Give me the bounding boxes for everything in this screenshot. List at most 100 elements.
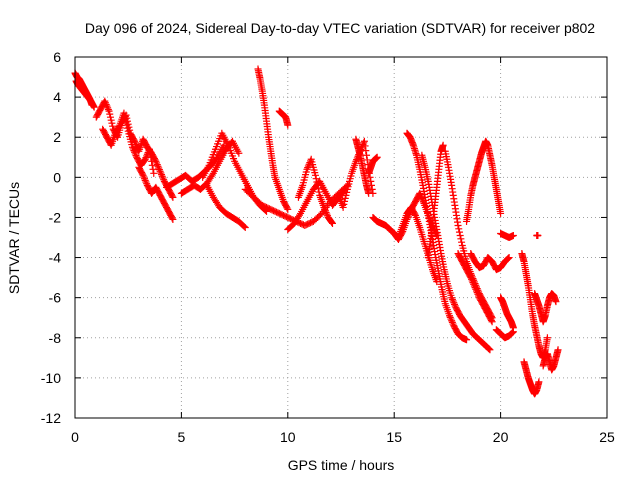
data-point [147, 153, 155, 161]
data-point [102, 99, 110, 107]
data-point [131, 139, 139, 147]
data-point [115, 123, 123, 131]
track-arc-5 [135, 163, 177, 223]
data-point [466, 272, 474, 280]
data-points [71, 65, 562, 398]
data-point [139, 171, 147, 179]
data-point [488, 318, 496, 326]
data-point [504, 254, 512, 262]
data-point [446, 313, 454, 321]
data-point [141, 155, 149, 163]
data-point [284, 205, 292, 213]
data-point [446, 312, 454, 320]
track-arc-28 [497, 294, 517, 332]
track-arc-34 [533, 231, 542, 239]
data-point [509, 328, 517, 336]
x-tick-label: 25 [599, 429, 615, 445]
data-point [361, 142, 369, 150]
track-arc-25 [463, 137, 505, 225]
data-point [313, 178, 321, 186]
track-arc-7 [177, 137, 243, 197]
data-point [315, 188, 323, 196]
data-point [141, 175, 149, 183]
data-point [149, 165, 157, 173]
track-arc-27 [497, 229, 517, 241]
data-point [341, 197, 349, 205]
plot-frame [74, 56, 608, 419]
data-point [140, 173, 148, 181]
track-arc-16 [352, 135, 373, 197]
data-point [473, 289, 481, 297]
data-point [360, 139, 368, 147]
data-point [534, 231, 542, 239]
y-tick-label: 2 [53, 129, 61, 145]
x-tick-label: 10 [280, 429, 296, 445]
data-point [322, 208, 330, 216]
data-point [340, 200, 348, 208]
data-point [363, 156, 371, 164]
data-point [151, 156, 159, 164]
data-point [311, 171, 319, 179]
data-point [208, 171, 216, 179]
track-arc-23 [441, 147, 496, 322]
data-point [457, 235, 465, 243]
data-point [148, 157, 156, 165]
data-point [341, 194, 349, 202]
data-point [321, 205, 329, 213]
data-point [404, 212, 412, 220]
data-point [447, 315, 455, 323]
data-point [404, 214, 412, 222]
data-point [505, 254, 513, 262]
data-point [160, 176, 168, 184]
data-point [169, 193, 177, 201]
data-point [120, 109, 128, 117]
data-point [360, 137, 368, 145]
data-point [153, 159, 161, 167]
data-point [323, 210, 331, 218]
data-point [416, 191, 424, 199]
x-axis-label: GPS time / hours [288, 457, 395, 473]
data-point [365, 189, 373, 197]
data-point [104, 104, 112, 112]
data-point [467, 274, 475, 282]
data-point [367, 177, 375, 185]
data-point [403, 215, 411, 223]
y-axis-label: SDTVAR / TECUs [6, 182, 22, 294]
data-point [406, 209, 414, 217]
data-point [159, 174, 167, 182]
data-point [448, 318, 456, 326]
data-point [103, 102, 111, 110]
data-point [463, 336, 471, 344]
track-arc-33 [539, 346, 562, 374]
data-point [105, 107, 113, 115]
data-point [123, 121, 131, 129]
data-point [343, 188, 351, 196]
track-arc-9 [203, 181, 249, 231]
data-point [455, 225, 463, 233]
data-point [168, 214, 176, 222]
track-arc-31 [520, 358, 543, 398]
data-point [146, 149, 154, 157]
x-tick-label: 0 [71, 429, 79, 445]
data-point [468, 275, 476, 283]
track-arc-32 [531, 290, 560, 326]
y-tick-label: 6 [53, 49, 61, 65]
data-point [169, 215, 177, 223]
data-point [104, 105, 112, 113]
data-point [475, 292, 483, 300]
data-point [90, 103, 98, 111]
data-point [241, 223, 249, 231]
data-point [449, 297, 457, 305]
data-point [468, 277, 476, 285]
track-arc-10 [254, 65, 292, 213]
data-point [303, 165, 311, 173]
data-point [158, 172, 166, 180]
data-point [155, 164, 163, 172]
y-tick-label: -4 [49, 250, 62, 266]
data-point [131, 148, 139, 156]
data-point [418, 194, 426, 202]
y-tick-label: -6 [49, 290, 62, 306]
track-arc-22 [424, 141, 447, 262]
